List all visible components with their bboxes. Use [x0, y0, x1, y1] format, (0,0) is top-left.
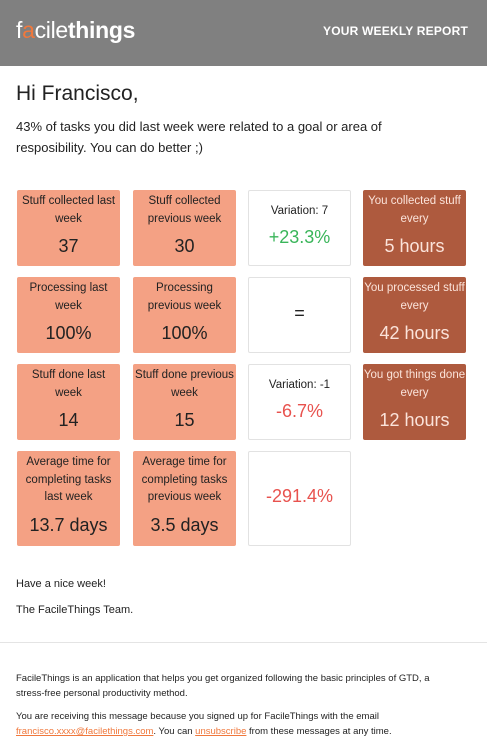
- avg-completion-previous-week: Average time for completing tasks previo…: [133, 451, 236, 546]
- footer-about: FacileThings is an application that help…: [16, 673, 430, 699]
- collected-frequency: You collected stuff every 5 hours: [363, 190, 466, 266]
- footer-receiving-notice: You are receiving this message because y…: [16, 711, 392, 737]
- done-variation: Variation: -1 -6.7%: [248, 364, 351, 440]
- closing-wish: Have a nice week!: [16, 578, 106, 590]
- processing-last-week: Processing last week 100%: [17, 277, 120, 353]
- stuff-done-previous-week: Stuff done previous week 15: [133, 364, 236, 440]
- processing-variation: =: [248, 277, 351, 353]
- collected-variation: Variation: 7 +23.3%: [248, 190, 351, 266]
- avg-completion-last-week: Average time for completing tasks last w…: [17, 451, 120, 546]
- intro-text: 43% of tasks you did last week were rela…: [16, 119, 382, 155]
- processing-frequency: You processed stuff every 42 hours: [363, 277, 466, 353]
- avg-completion-variation: -291.4%: [248, 451, 351, 546]
- processing-previous-week: Processing previous week 100%: [133, 277, 236, 353]
- facilethings-logo[interactable]: facilethings: [16, 17, 136, 43]
- stuff-collected-last-week: Stuff collected last week 37: [17, 190, 120, 266]
- done-frequency: You got things done every 12 hours: [363, 364, 466, 440]
- email-header: facilethings YOUR WEEKLY REPORT: [0, 0, 487, 66]
- unsubscribe-link[interactable]: unsubscribe: [195, 726, 247, 737]
- footer-divider: [0, 642, 487, 643]
- closing-signature: The FacileThings Team.: [16, 604, 134, 616]
- report-title: YOUR WEEKLY REPORT: [323, 24, 468, 38]
- email-link[interactable]: francisco.xxxx@facilethings.com: [16, 726, 154, 737]
- stuff-done-last-week: Stuff done last week 14: [17, 364, 120, 440]
- greeting: Hi Francisco,: [16, 82, 139, 105]
- stuff-collected-previous-week: Stuff collected previous week 30: [133, 190, 236, 266]
